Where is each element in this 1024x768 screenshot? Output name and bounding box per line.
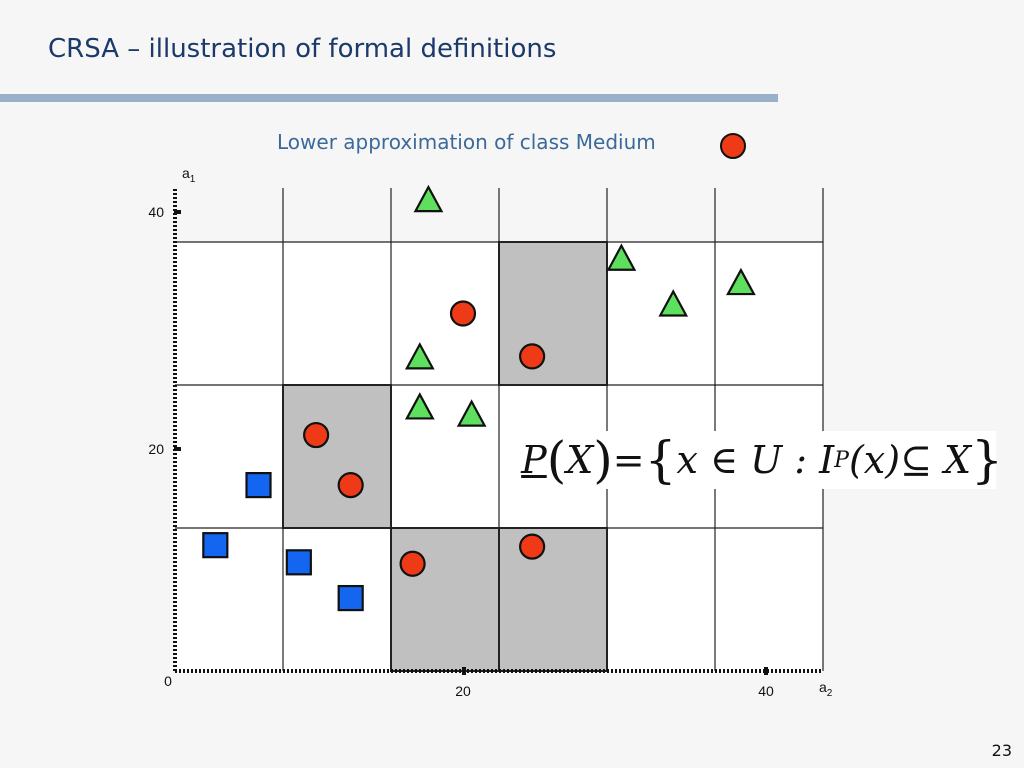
formula-lhs: P bbox=[521, 438, 547, 482]
y-tick-label: 40 bbox=[148, 204, 164, 220]
title-underline-bar bbox=[0, 94, 778, 102]
high-triangle-point bbox=[404, 342, 435, 370]
low-square-point bbox=[245, 472, 272, 499]
medium-circle-point bbox=[449, 300, 477, 327]
y-axis-label: a1 bbox=[182, 165, 196, 185]
formula-subscript: P bbox=[834, 447, 849, 473]
low-square-point bbox=[202, 532, 229, 559]
page-number: 23 bbox=[991, 741, 1012, 760]
slide-title: CRSA – illustration of formal definition… bbox=[48, 34, 557, 64]
formula-subset: ⊆ X bbox=[900, 438, 972, 482]
high-triangle-point bbox=[456, 399, 487, 427]
data-points bbox=[202, 184, 756, 612]
lower-approximation-formula: P(X) = {x ∈ U : I P (x) ⊆ X} bbox=[521, 431, 1003, 489]
formula-right-brace: } bbox=[971, 431, 1003, 489]
grid-lines bbox=[175, 188, 824, 671]
medium-circle-point bbox=[519, 343, 546, 370]
formula-left-brace: { bbox=[644, 431, 677, 489]
formula-set-body: x ∈ U : I bbox=[676, 438, 835, 482]
medium-class-legend-circle bbox=[720, 133, 746, 159]
high-triangle-point bbox=[726, 267, 756, 296]
lower-approx-cell bbox=[498, 527, 608, 672]
formula-paren-x: (x) bbox=[848, 438, 901, 482]
x-tick-label: 0 bbox=[164, 673, 172, 689]
lower-approx-cell bbox=[282, 384, 392, 529]
high-triangle-point bbox=[413, 184, 444, 213]
formula-open-paren: ( bbox=[546, 431, 567, 489]
formula-equals: = bbox=[612, 438, 645, 482]
chart-subtitle: Lower approximation of class Medium bbox=[277, 130, 656, 154]
x-tick-label: 40 bbox=[758, 683, 774, 699]
high-triangle-point bbox=[404, 392, 435, 420]
y-tick-label: 20 bbox=[148, 441, 164, 457]
low-square-point bbox=[285, 549, 312, 576]
x-tick-label: 20 bbox=[455, 683, 471, 699]
x-axis-label-main: a bbox=[819, 679, 827, 695]
formula-close-paren: ) bbox=[593, 431, 613, 489]
y-axis-label-subscript: 1 bbox=[190, 174, 196, 185]
x-axis-label-subscript: 2 bbox=[827, 688, 833, 699]
medium-circle-point bbox=[337, 472, 364, 499]
formula-arg: X bbox=[566, 438, 594, 482]
medium-circle-point bbox=[519, 533, 546, 560]
medium-circle-point bbox=[303, 421, 330, 449]
lower-approx-cell bbox=[498, 241, 608, 386]
low-square-point bbox=[337, 584, 364, 612]
high-triangle-point bbox=[658, 289, 689, 317]
y-axis-label-main: a bbox=[182, 165, 190, 181]
medium-circle-point bbox=[399, 550, 426, 577]
x-axis-label: a2 bbox=[819, 679, 833, 699]
high-triangle-point bbox=[606, 243, 637, 271]
lower-approx-cell bbox=[390, 527, 500, 672]
